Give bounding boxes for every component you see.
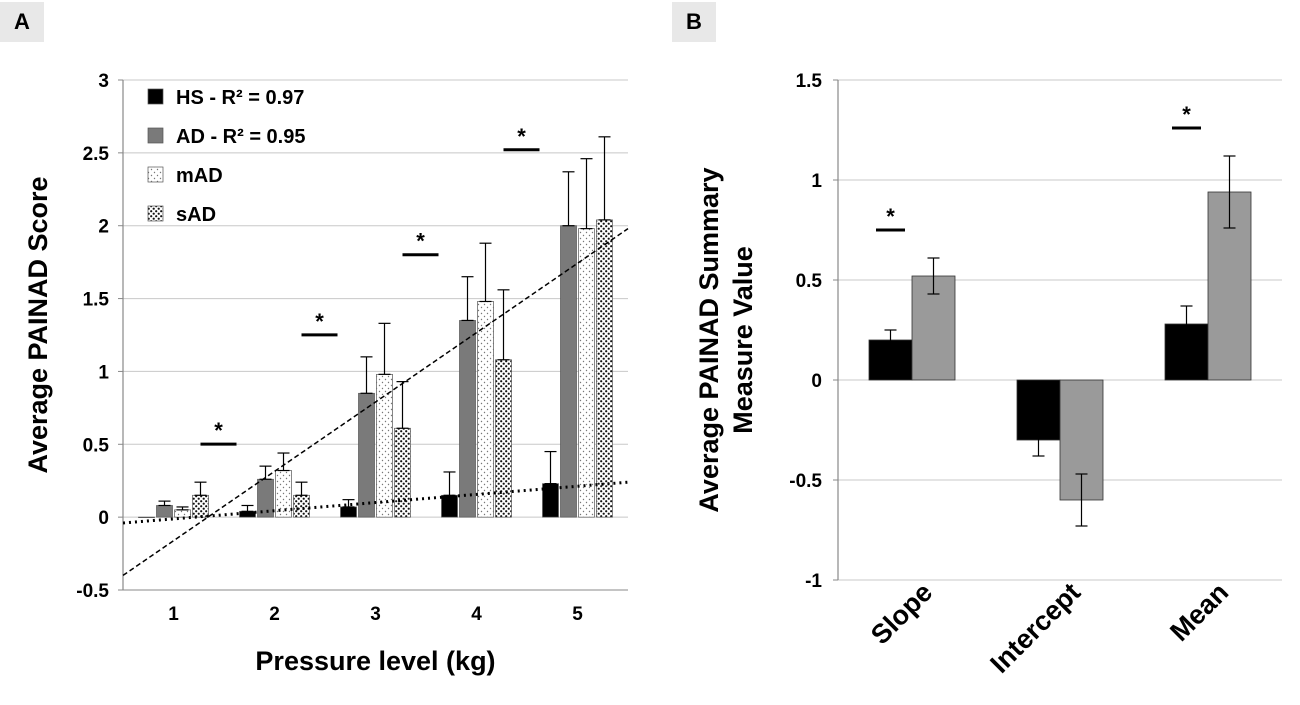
xtick-label-b: Mean — [1164, 577, 1234, 647]
xtick-label-b: Intercept — [984, 577, 1086, 679]
bar-mAD-2 — [275, 470, 292, 518]
bar-AD-1 — [156, 505, 173, 518]
bar-HS-4 — [441, 494, 458, 518]
ytick-label-b: 0.5 — [796, 271, 823, 292]
bar-mAD-5 — [578, 228, 595, 518]
legend-swatch-mAD — [147, 166, 164, 183]
trendline-AD — [122, 228, 629, 577]
significance-star-3: * — [315, 309, 324, 334]
xtick-label-a: 5 — [572, 604, 583, 625]
bar-mAD-1 — [174, 509, 191, 518]
y-axis-title-b-line1: Average PAINAD Summary — [694, 167, 724, 512]
significance-star-2: * — [214, 418, 223, 443]
bar-HS-2 — [239, 510, 256, 518]
xtick-label-b: Slope — [865, 577, 938, 650]
xtick-label-a: 3 — [370, 604, 381, 625]
legend-label-sAD: sAD — [176, 204, 216, 226]
ytick-label-a: 0.5 — [83, 435, 110, 456]
significance-star-5: * — [517, 124, 526, 149]
ytick-label-a: 2 — [98, 217, 109, 238]
legend-swatch-AD — [147, 127, 164, 144]
ytick-label-b: -1 — [805, 571, 822, 592]
ytick-label-b: -0.5 — [789, 471, 822, 492]
xtick-label-a: 1 — [168, 604, 179, 625]
legend-label-mAD: mAD — [176, 165, 223, 187]
bar-sAD-4 — [495, 359, 512, 518]
ytick-label-a: 1 — [98, 362, 109, 383]
bar-HS-3 — [340, 506, 357, 518]
xtick-label-a: 4 — [471, 604, 482, 625]
y-axis-title-b-line2: Measure Value — [728, 246, 758, 434]
legend-label-AD: AD - R² = 0.95 — [176, 126, 305, 148]
bar-AD-2 — [257, 478, 274, 518]
legend-swatch-HS — [147, 88, 164, 105]
panel-b-label: B — [672, 2, 716, 42]
chart-a: -0.5 0 0.5 1 1.5 2 2.5 3 1 2 3 4 5 * * * * HS - R² = 0.97… — [23, 71, 629, 676]
legend-swatch-sAD — [147, 205, 164, 222]
x-axis-title-a: Pressure level (kg) — [255, 646, 495, 676]
bar-sAD-5 — [596, 219, 613, 518]
chart-b: -1 -0.5 0 0.5 1 1.5 Slope Intercept Mean * * Averag… — [694, 71, 1282, 679]
bar-HS-5 — [542, 483, 559, 518]
ytick-label-a: 0 — [98, 508, 109, 529]
bar-AD-4 — [459, 320, 476, 518]
bar-sAD-3 — [394, 427, 411, 518]
legend-label-HS: HS - R² = 0.97 — [176, 87, 304, 109]
trendline-HS — [122, 480, 629, 525]
ytick-label-a: -0.5 — [76, 581, 109, 602]
ytick-label-b: 1 — [811, 171, 822, 192]
ytick-label-b: 0 — [811, 371, 822, 392]
significance-star-Mean: * — [1182, 102, 1191, 127]
bar-sAD-1 — [192, 494, 209, 518]
panel-a-label: A — [0, 2, 44, 42]
bar-mAD-4 — [477, 301, 494, 518]
ytick-label-a: 2.5 — [83, 144, 110, 165]
ytick-label-b: 1.5 — [796, 71, 823, 92]
bar-HS-1 — [138, 516, 155, 518]
ytick-label-a: 3 — [98, 71, 109, 92]
significance-star-4: * — [416, 229, 425, 254]
y-axis-title-a: Average PAINAD Score — [23, 176, 53, 473]
ytick-label-a: 1.5 — [83, 290, 110, 311]
bar-mAD-3 — [376, 373, 393, 518]
xtick-label-a: 2 — [269, 604, 280, 625]
bar-sAD-2 — [293, 494, 310, 518]
significance-star-Slope: * — [886, 204, 895, 229]
